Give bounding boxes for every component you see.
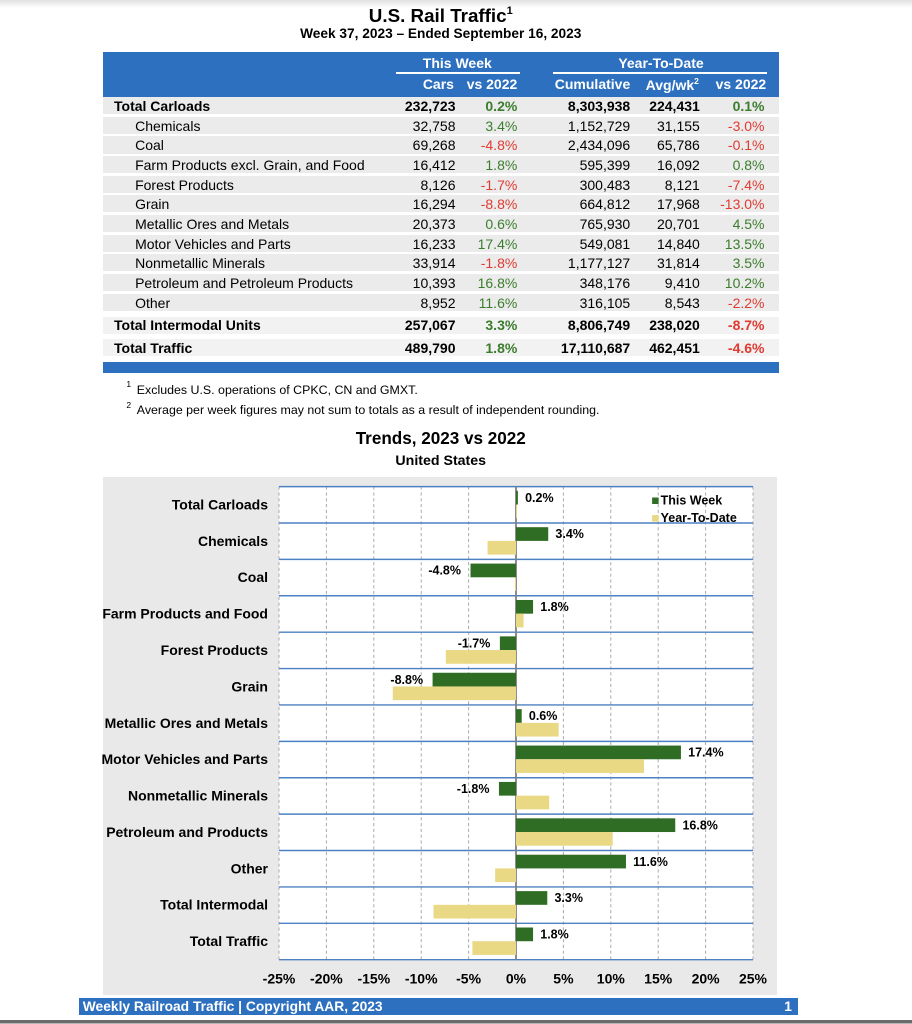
- svg-text:Forest Products: Forest Products: [161, 642, 269, 658]
- svg-text:Chemicals: Chemicals: [198, 533, 268, 549]
- svg-text:Other: Other: [231, 860, 269, 876]
- svg-text:Grain: Grain: [231, 678, 268, 694]
- svg-text:20%: 20%: [692, 971, 721, 987]
- svg-text:Total Traffic: Total Traffic: [190, 933, 269, 949]
- svg-text:This Week: This Week: [661, 494, 723, 508]
- svg-text:-4.8%: -4.8%: [428, 564, 461, 578]
- svg-text:Petroleum and Products: Petroleum and Products: [106, 824, 268, 840]
- svg-text:-5%: -5%: [456, 971, 481, 987]
- svg-text:17.4%: 17.4%: [688, 746, 723, 760]
- svg-text:-25%: -25%: [263, 971, 296, 987]
- svg-text:3.4%: 3.4%: [555, 527, 584, 541]
- svg-text:3.3%: 3.3%: [554, 891, 583, 905]
- svg-text:Metallic Ores and Metals: Metallic Ores and Metals: [105, 715, 269, 731]
- svg-text:1.8%: 1.8%: [540, 928, 569, 942]
- svg-text:10%: 10%: [597, 971, 626, 987]
- svg-text:Farm Products and Food: Farm Products and Food: [102, 606, 268, 622]
- svg-text:1.8%: 1.8%: [540, 600, 569, 614]
- svg-text:5%: 5%: [553, 971, 574, 987]
- svg-text:-15%: -15%: [357, 971, 390, 987]
- svg-text:-20%: -20%: [310, 971, 343, 987]
- svg-text:Coal: Coal: [238, 569, 268, 585]
- svg-text:0.2%: 0.2%: [525, 491, 554, 505]
- svg-text:0%: 0%: [506, 971, 527, 987]
- svg-text:25%: 25%: [739, 971, 768, 987]
- svg-text:Total Intermodal: Total Intermodal: [160, 897, 268, 913]
- svg-text:Nonmetallic Minerals: Nonmetallic Minerals: [128, 788, 268, 804]
- svg-text:0.6%: 0.6%: [529, 709, 558, 723]
- svg-text:-10%: -10%: [405, 971, 438, 987]
- svg-text:-1.8%: -1.8%: [457, 782, 490, 796]
- svg-text:11.6%: 11.6%: [633, 855, 668, 869]
- svg-text:Motor Vehicles and Parts: Motor Vehicles and Parts: [102, 751, 269, 767]
- svg-text:15%: 15%: [644, 971, 673, 987]
- svg-text:16.8%: 16.8%: [682, 818, 717, 832]
- svg-text:-8.8%: -8.8%: [390, 673, 423, 687]
- svg-text:-1.7%: -1.7%: [458, 636, 491, 650]
- svg-text:Total Carloads: Total Carloads: [172, 496, 268, 512]
- svg-text:Year-To-Date: Year-To-Date: [661, 511, 737, 525]
